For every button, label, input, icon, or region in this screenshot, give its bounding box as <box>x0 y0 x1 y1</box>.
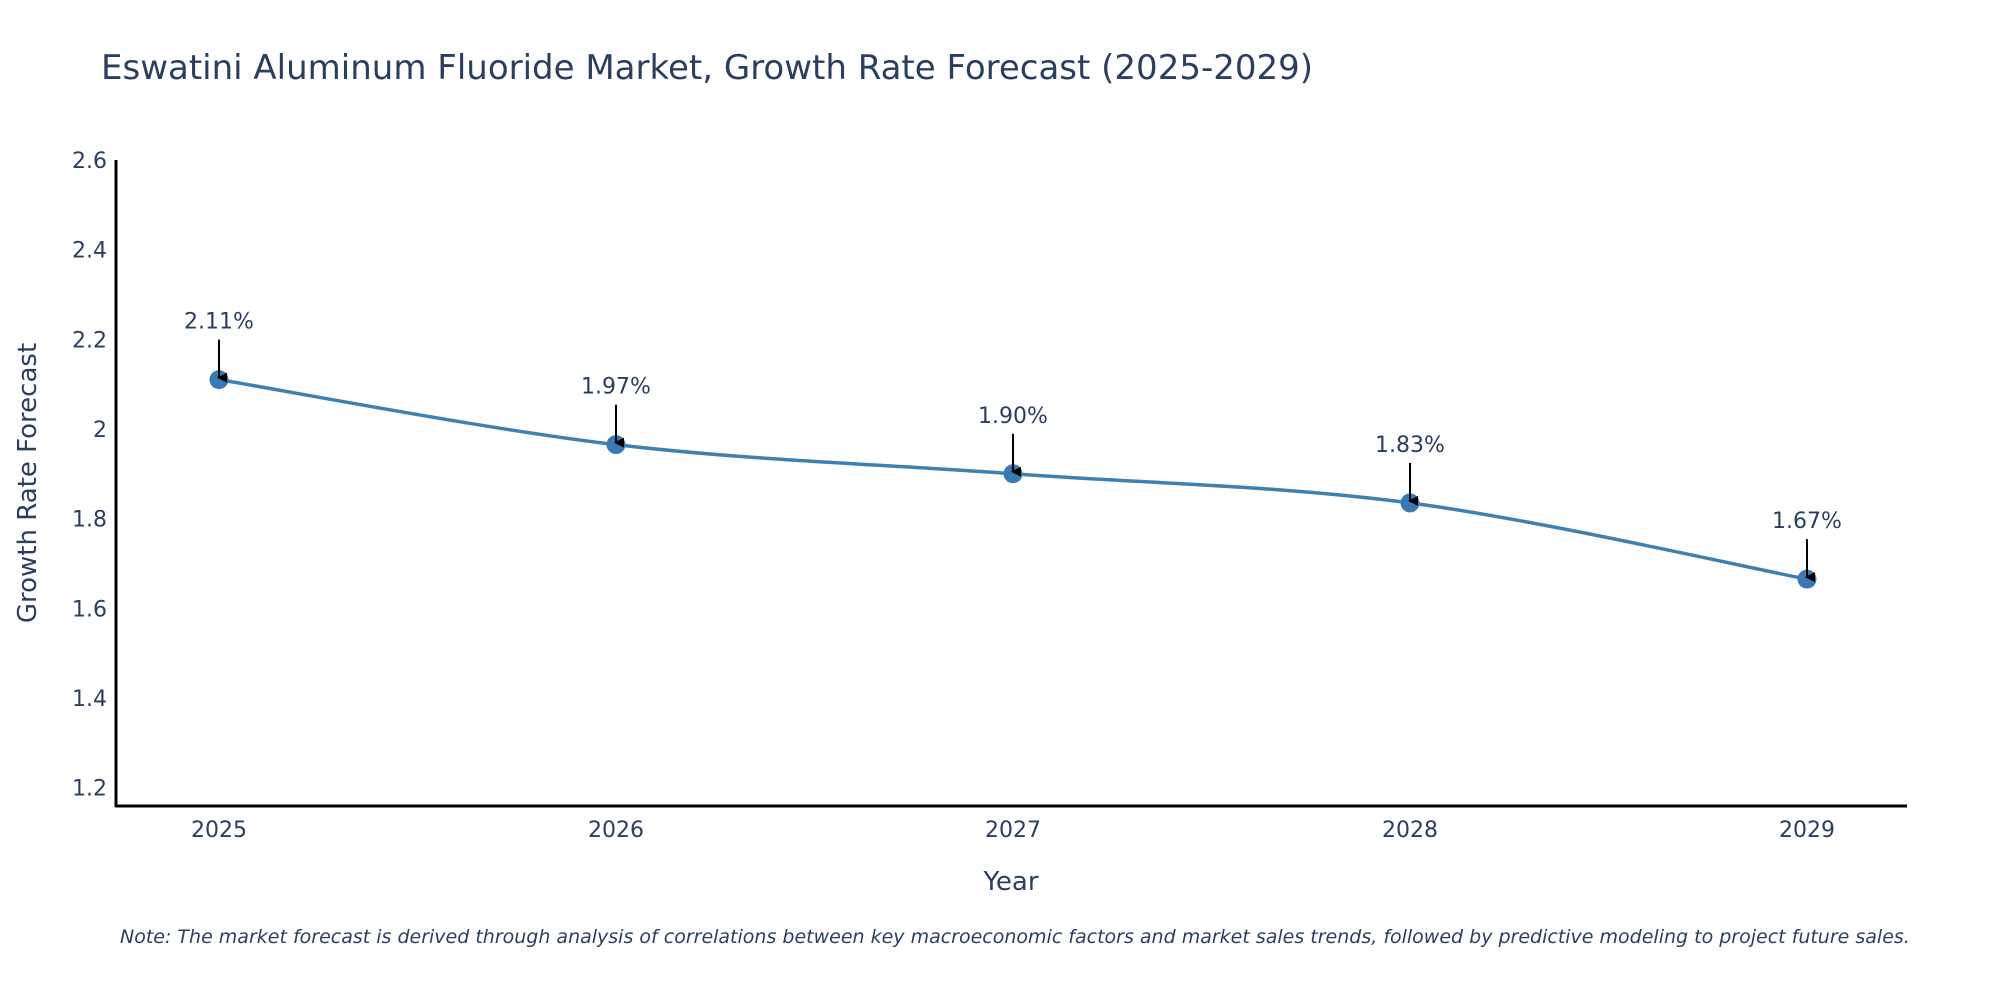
data-label: 1.90% <box>978 404 1048 429</box>
y-tick-label: 1.6 <box>72 597 107 622</box>
y-tick-label: 2 <box>93 418 107 443</box>
y-axis-ticks: 1.2 1.4 1.6 1.8 2 2.2 2.4 2.6 <box>72 149 107 802</box>
chart-title: Eswatini Aluminum Fluoride Market, Growt… <box>101 48 1313 88</box>
x-axis-ticks: 2025 2026 2027 2028 2029 <box>191 818 1835 843</box>
data-label: 1.83% <box>1375 433 1445 458</box>
y-tick-label: 1.4 <box>72 687 107 712</box>
y-tick-label: 2.6 <box>72 149 107 174</box>
y-axis-title: Growth Rate Forecast <box>13 343 43 623</box>
data-label: 1.67% <box>1772 509 1842 534</box>
x-tick-label: 2026 <box>588 818 644 843</box>
x-tick-label: 2027 <box>985 818 1041 843</box>
x-tick-label: 2028 <box>1382 818 1438 843</box>
y-tick-label: 1.2 <box>72 777 107 802</box>
data-label: 1.97% <box>581 375 651 400</box>
footnote: Note: The market forecast is derived thr… <box>120 926 1910 948</box>
y-tick-label: 1.8 <box>72 508 107 533</box>
x-tick-label: 2025 <box>191 818 247 843</box>
x-axis-title: Year <box>982 867 1038 897</box>
y-tick-label: 2.4 <box>72 239 107 264</box>
data-labels: 2.11% 1.97% 1.90% 1.83% 1.67% <box>184 310 1842 583</box>
data-label: 2.11% <box>184 310 254 335</box>
x-tick-label: 2029 <box>1779 818 1835 843</box>
y-tick-label: 2.2 <box>72 328 107 353</box>
